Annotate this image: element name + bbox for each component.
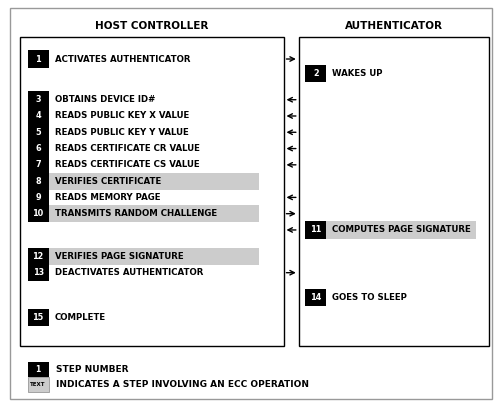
- Text: TRANSMITS RANDOM CHALLENGE: TRANSMITS RANDOM CHALLENGE: [55, 209, 216, 218]
- Text: STEP NUMBER: STEP NUMBER: [56, 365, 128, 374]
- Polygon shape: [28, 50, 49, 68]
- Polygon shape: [28, 248, 49, 265]
- Text: READS PUBLIC KEY X VALUE: READS PUBLIC KEY X VALUE: [55, 112, 188, 120]
- Text: INDICATES A STEP INVOLVING AN ECC OPERATION: INDICATES A STEP INVOLVING AN ECC OPERAT…: [56, 380, 309, 389]
- Text: 11: 11: [310, 225, 321, 234]
- Polygon shape: [28, 205, 258, 222]
- Polygon shape: [28, 140, 49, 157]
- Polygon shape: [305, 289, 326, 306]
- Text: HOST CONTROLLER: HOST CONTROLLER: [95, 22, 208, 31]
- Text: 12: 12: [33, 252, 44, 261]
- Polygon shape: [28, 377, 49, 392]
- Text: 1: 1: [36, 365, 41, 374]
- Polygon shape: [28, 205, 49, 222]
- Text: ACTIVATES AUTHENTICATOR: ACTIVATES AUTHENTICATOR: [55, 55, 190, 63]
- Text: 13: 13: [33, 268, 44, 277]
- Text: 15: 15: [33, 313, 44, 322]
- Text: READS PUBLIC KEY Y VALUE: READS PUBLIC KEY Y VALUE: [55, 128, 188, 137]
- Text: OBTAINS DEVICE ID#: OBTAINS DEVICE ID#: [55, 95, 155, 104]
- Text: 1: 1: [35, 55, 41, 63]
- Polygon shape: [20, 37, 283, 346]
- Polygon shape: [28, 189, 49, 206]
- Text: 10: 10: [33, 209, 44, 218]
- Text: 3: 3: [36, 95, 41, 104]
- Polygon shape: [305, 65, 326, 82]
- Text: 14: 14: [310, 293, 321, 302]
- Polygon shape: [10, 8, 491, 399]
- Polygon shape: [28, 124, 49, 141]
- Text: 7: 7: [35, 160, 41, 169]
- Text: READS CERTIFICATE CR VALUE: READS CERTIFICATE CR VALUE: [55, 144, 199, 153]
- Text: READS MEMORY PAGE: READS MEMORY PAGE: [55, 193, 160, 202]
- Text: 4: 4: [35, 112, 41, 120]
- Text: VERIFIES PAGE SIGNATURE: VERIFIES PAGE SIGNATURE: [55, 252, 183, 261]
- Polygon shape: [28, 248, 258, 265]
- Text: COMPUTES PAGE SIGNATURE: COMPUTES PAGE SIGNATURE: [332, 225, 470, 234]
- Text: 6: 6: [35, 144, 41, 153]
- Text: AUTHENTICATOR: AUTHENTICATOR: [344, 22, 442, 31]
- Polygon shape: [305, 221, 475, 239]
- Text: WAKES UP: WAKES UP: [332, 69, 382, 78]
- Polygon shape: [28, 173, 49, 190]
- Polygon shape: [28, 362, 49, 377]
- Text: 9: 9: [35, 193, 41, 202]
- Polygon shape: [305, 221, 326, 239]
- Polygon shape: [28, 91, 49, 108]
- Polygon shape: [28, 156, 49, 173]
- Text: VERIFIES CERTIFICATE: VERIFIES CERTIFICATE: [55, 177, 161, 186]
- Text: 5: 5: [35, 128, 41, 137]
- Polygon shape: [28, 173, 258, 190]
- Text: COMPLETE: COMPLETE: [55, 313, 106, 322]
- Text: DEACTIVATES AUTHENTICATOR: DEACTIVATES AUTHENTICATOR: [55, 268, 203, 277]
- Text: GOES TO SLEEP: GOES TO SLEEP: [332, 293, 406, 302]
- Text: 2: 2: [312, 69, 318, 78]
- Text: 8: 8: [35, 177, 41, 186]
- Text: TEXT: TEXT: [31, 382, 46, 387]
- Polygon shape: [28, 309, 49, 326]
- Text: READS CERTIFICATE CS VALUE: READS CERTIFICATE CS VALUE: [55, 160, 199, 169]
- Polygon shape: [28, 107, 49, 125]
- Polygon shape: [28, 264, 49, 281]
- Polygon shape: [298, 37, 488, 346]
